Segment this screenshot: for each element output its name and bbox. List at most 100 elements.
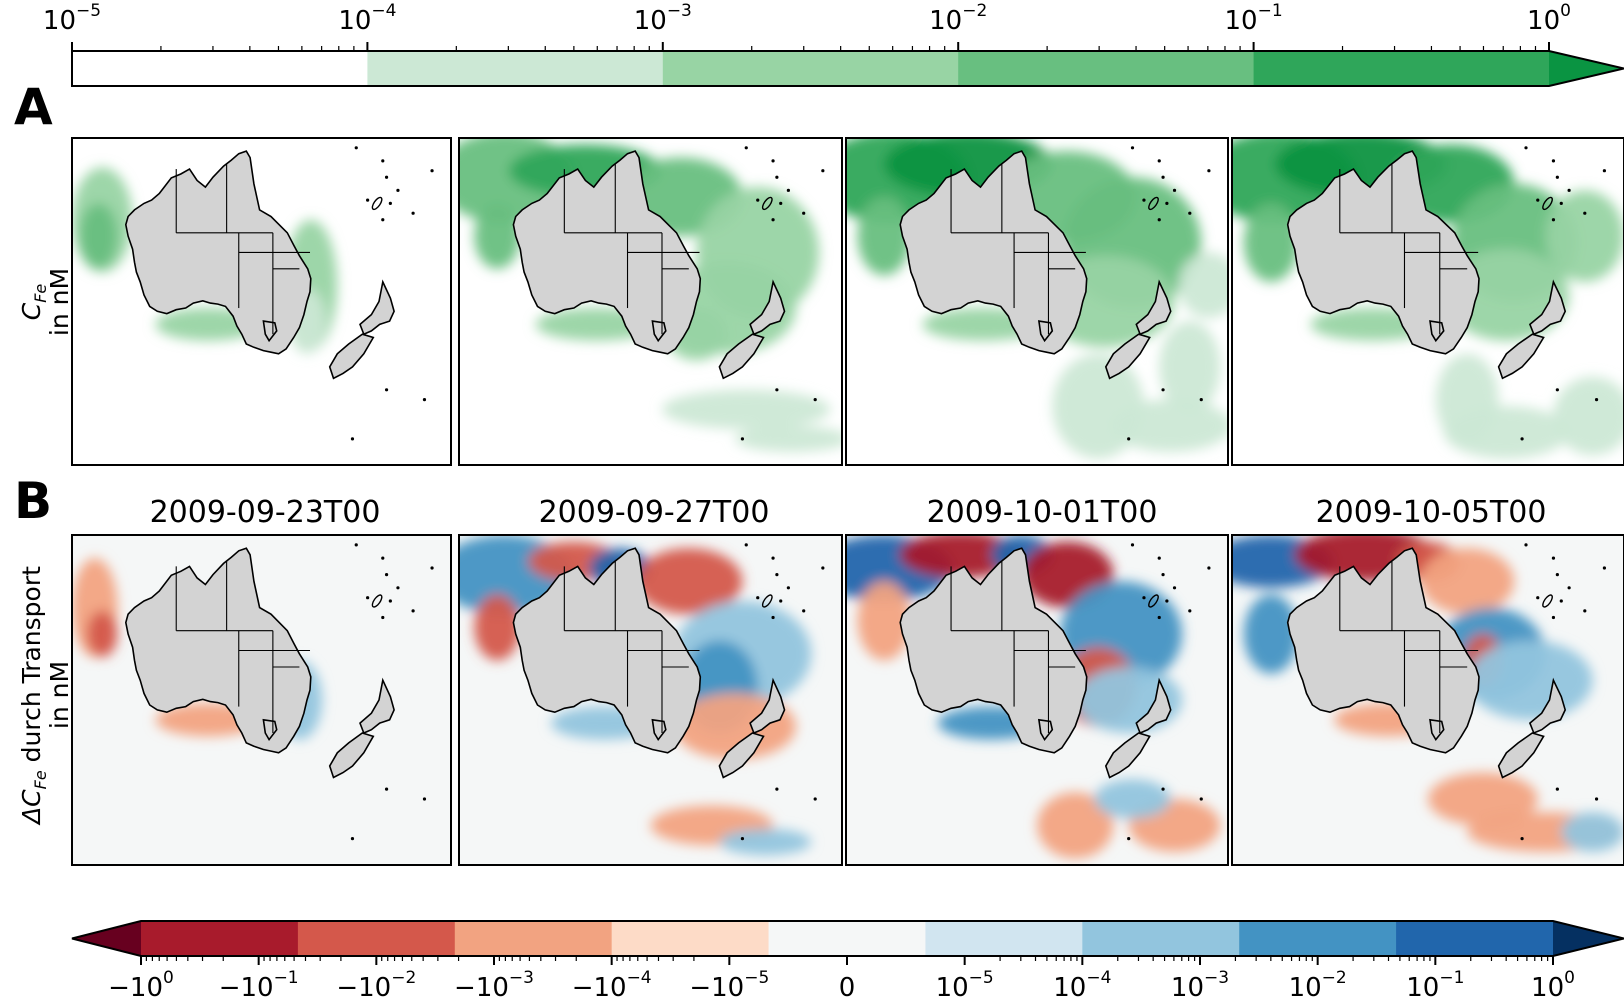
new-caledonia-a-3	[1148, 196, 1159, 211]
island-b-4-6	[1602, 566, 1606, 570]
field-blob-b-4-4	[1420, 548, 1515, 615]
top-colorbar-bin-4	[958, 51, 1255, 86]
island-b-1-1	[354, 543, 358, 547]
island-a-4-6	[1602, 169, 1606, 173]
map-frame-a-4	[1231, 137, 1624, 466]
bottom-colorbar-bin-7	[1082, 921, 1240, 956]
field-blob-a-4-9	[1443, 406, 1570, 459]
row-b-ylabel-delta: ΔC	[17, 789, 46, 826]
island-a-1-8	[366, 198, 370, 202]
island-a-4-10	[1555, 388, 1559, 392]
top-colorbar-extend-max	[1549, 51, 1624, 86]
map-panels	[71, 137, 1624, 866]
island-b-1-8	[366, 596, 370, 600]
map-frame-b-1	[71, 534, 452, 866]
island-a-3-4	[1172, 188, 1177, 192]
island-a-1-4	[396, 188, 400, 192]
island-b-3-8	[1142, 596, 1146, 600]
top-colorbar-bin-5	[1253, 51, 1550, 86]
island-b-1-2	[381, 556, 385, 560]
island-a-2-12	[813, 398, 817, 402]
island-a-3-10	[1161, 388, 1165, 392]
island-b-1-7	[411, 609, 415, 613]
island-a-1-12	[422, 398, 427, 402]
panel-letter-a: A	[14, 78, 53, 136]
australia-a-3	[899, 150, 1088, 355]
island-b-4-4	[1567, 586, 1571, 590]
bottom-colorbar-tick-label-1: −100	[108, 968, 174, 1003]
australia-a-2	[512, 150, 702, 355]
island-a-2-4	[786, 188, 790, 192]
bottom-colorbar-tick-label-3: −10−2	[336, 968, 416, 1003]
field-blob-b-3-2	[899, 535, 1022, 578]
bottom-colorbar-bin-6	[925, 921, 1083, 956]
field-blob-b-4-8	[1243, 594, 1299, 674]
island-b-3-12	[1199, 797, 1203, 801]
map-panel-a-3	[845, 137, 1229, 466]
field-blob-a-1-2	[79, 203, 118, 269]
island-a-3-6	[1207, 169, 1211, 173]
island-b-4-10	[1555, 787, 1559, 791]
field-blob-b-2-4	[635, 548, 743, 615]
island-b-4-1	[1524, 543, 1528, 547]
island-a-4-12	[1594, 398, 1599, 402]
island-b-4-7	[1583, 609, 1587, 613]
bottom-colorbar-bin-3	[454, 921, 613, 956]
island-b-2-9	[771, 615, 775, 620]
nz-north-b-2	[749, 677, 786, 735]
map-panel-a-2	[458, 137, 843, 466]
australia-b-1	[124, 547, 312, 754]
bottom-colorbar-bin-5	[768, 921, 926, 956]
nz-south-a-1	[328, 333, 375, 380]
island-a-4-7	[1583, 211, 1587, 215]
new-caledonia-a-2	[761, 196, 773, 211]
island-b-2-5	[779, 599, 783, 603]
field-blob-b-3-12	[1094, 779, 1171, 819]
island-b-2-4	[786, 586, 790, 590]
island-a-1-9	[381, 218, 385, 222]
bottom-colorbar-extend-max	[1553, 921, 1624, 956]
island-b-2-11	[740, 837, 745, 841]
top-colorbar-tick-label-6: 100	[1527, 1, 1571, 36]
island-a-2-10	[775, 388, 779, 392]
island-b-1-11	[350, 837, 355, 841]
top-colorbar-tick-label-3: 10−3	[634, 1, 692, 36]
field-blob-a-3-10	[1159, 321, 1221, 413]
field-blob-b-1-2	[87, 610, 118, 658]
island-b-3-9	[1157, 615, 1161, 620]
field-blob-b-2-8	[474, 594, 521, 661]
island-b-4-8	[1536, 596, 1540, 600]
nz-north-b-1	[359, 677, 395, 735]
bottom-colorbar: −100 −10−1 −10−2 −10−3 −10−4 −10−5 0 10−5 10−4 10…	[71, 920, 1624, 1003]
island-a-3-3	[1161, 175, 1165, 179]
new-caledonia-a-1	[371, 196, 383, 211]
australia-a-1	[124, 150, 312, 355]
australia-a-4	[1286, 150, 1480, 355]
island-a-4-11	[1520, 437, 1524, 441]
new-caledonia-a-4	[1542, 196, 1553, 211]
field-blob-a-3-11	[1178, 252, 1228, 318]
island-b-2-1	[744, 543, 748, 547]
nz-north-a-3	[1135, 279, 1172, 336]
date-title-1: 2009-09-23T00	[150, 495, 381, 530]
nz-north-a-4	[1528, 279, 1567, 336]
row-b-ylabel-rest: durch Transport	[17, 566, 46, 770]
island-a-1-2	[381, 159, 385, 163]
field-blob-a-3-9	[1109, 399, 1228, 452]
island-b-4-2	[1551, 556, 1556, 560]
island-b-3-7	[1188, 609, 1192, 613]
bottom-colorbar-bin-9	[1396, 921, 1554, 956]
row-b-ylabel-unit: in nM	[45, 661, 74, 729]
bottom-colorbar-tick-label-8: 10−5	[936, 968, 994, 1003]
field-blob-b-4-10	[1428, 772, 1538, 826]
map-panel-a-1	[71, 137, 452, 466]
island-a-4-8	[1536, 198, 1540, 202]
island-b-3-6	[1207, 566, 1211, 570]
field-blob-a-4-11	[1545, 190, 1624, 282]
map-frame-a-3	[845, 137, 1229, 466]
bottom-colorbar-bin-4	[611, 921, 770, 956]
field-blob-b-4-7	[1467, 640, 1593, 720]
map-frame-a-2	[458, 137, 843, 466]
island-b-1-9	[381, 615, 385, 620]
